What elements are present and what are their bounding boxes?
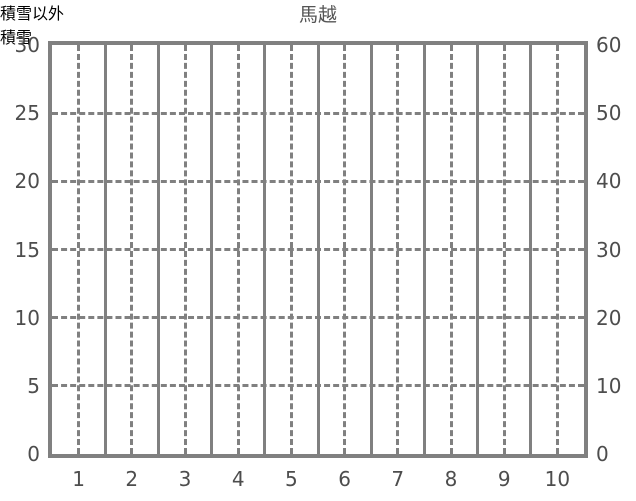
y-axis-left-tick-label: 5	[27, 373, 40, 398]
right-axis-title: 積雪	[0, 28, 33, 47]
gridline-horizontal	[52, 384, 584, 388]
y-axis-right-tick-label: 50	[596, 101, 622, 126]
gridline-horizontal	[52, 316, 584, 320]
y-axis-left-tick-label: 20	[14, 169, 40, 194]
x-axis-tick-label: 8	[444, 467, 458, 491]
x-axis-tick-label: 3	[178, 467, 192, 491]
plot-area	[48, 41, 588, 458]
y-axis-left-tick-label: 0	[27, 442, 40, 466]
y-axis-right-tick-label: 0	[596, 442, 609, 466]
left-axis-title: 積雪以外	[0, 4, 65, 23]
y-axis-right-tick-label: 40	[596, 169, 622, 194]
chart-title: 馬越	[298, 4, 337, 26]
y-axis-right-tick-label: 60	[596, 33, 622, 57]
x-axis-tick-label: 2	[125, 467, 139, 491]
y-axis-left-tick-label: 15	[14, 237, 40, 262]
y-axis-right-tick-label: 30	[596, 237, 622, 262]
x-axis-tick-label: 1	[72, 467, 85, 491]
y-axis-left-tick-label: 30	[14, 33, 40, 57]
y-axis-left-tick-label: 25	[14, 101, 40, 126]
x-axis-tick-label: 6	[338, 467, 351, 491]
y-axis-left-tick-label: 10	[14, 305, 40, 330]
gridline-horizontal	[52, 248, 584, 251]
x-axis-tick-label: 7	[391, 467, 405, 491]
x-axis-tick-label: 5	[285, 467, 298, 491]
x-axis-tick-label: 10	[544, 467, 571, 491]
y-axis-right-tick-label: 20	[596, 305, 622, 330]
x-axis-tick-label: 9	[497, 467, 511, 491]
plot-gridlines	[52, 45, 584, 454]
y-axis-right-tick-label: 10	[596, 373, 622, 398]
x-axis-tick-label: 4	[231, 467, 245, 491]
gridline-horizontal	[52, 179, 584, 183]
gridline-horizontal	[52, 111, 584, 115]
